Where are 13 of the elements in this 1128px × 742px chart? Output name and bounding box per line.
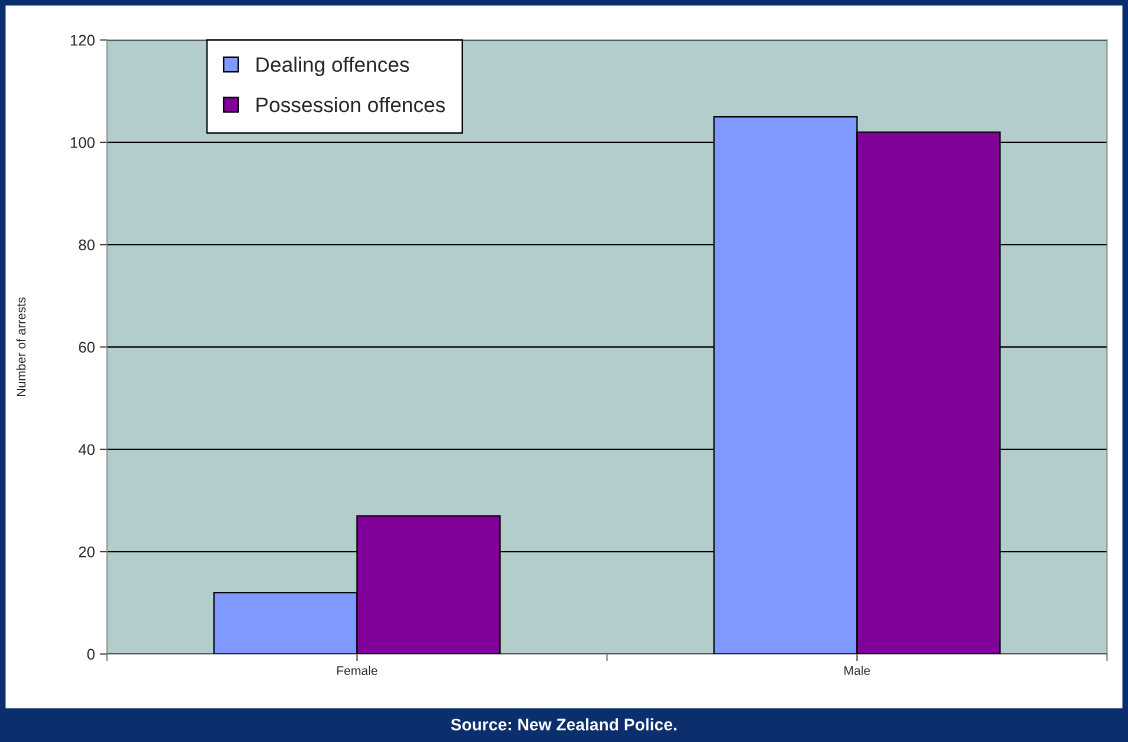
y-tick-label: 60 (78, 341, 95, 353)
x-tick-label: Male (844, 665, 870, 675)
y-tick-label: 80 (78, 239, 95, 251)
y-tick-label: 0 (87, 648, 95, 660)
y-tick-label: 100 (70, 137, 95, 149)
y-tick-label: 40 (78, 444, 95, 456)
source-note: Source: New Zealand Police. (451, 718, 677, 731)
y-axis-title: Number of arrests (16, 297, 26, 396)
legend-label: Possession offences (256, 96, 445, 113)
y-tick-label: 20 (78, 546, 95, 558)
legend-label: Dealing offences (256, 56, 409, 77)
y-tick-label: 120 (70, 34, 95, 46)
x-tick-label: Female (337, 665, 378, 675)
